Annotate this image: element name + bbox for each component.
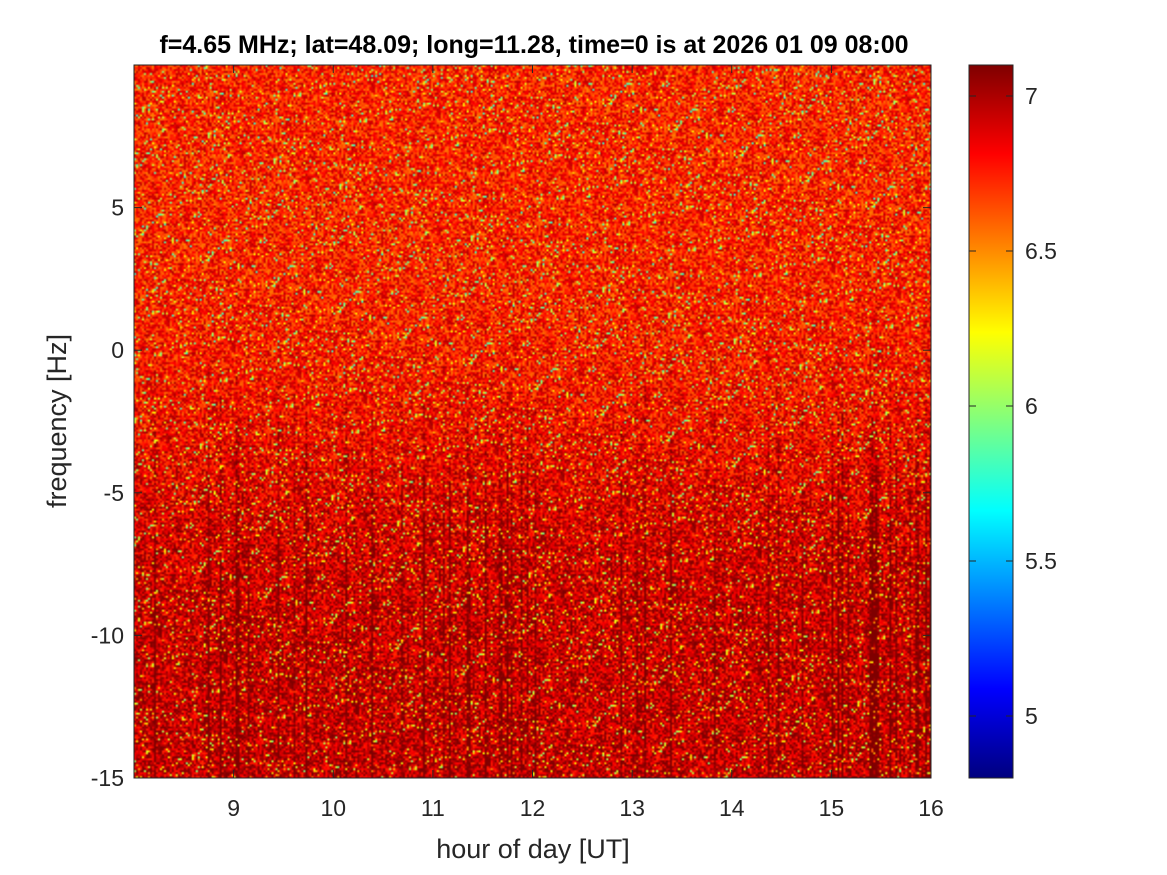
y-tick-label: -15	[91, 765, 124, 791]
x-tick-label: 15	[819, 795, 845, 821]
colorbar-tick-label: 6	[1025, 393, 1038, 419]
colorbar-frame	[968, 64, 1014, 779]
spectrogram-heatmap	[134, 65, 931, 778]
y-tick-label: 5	[111, 195, 124, 221]
plot-area	[133, 64, 932, 779]
colorbar-tick-label: 6.5	[1025, 238, 1057, 264]
y-tick-label: 0	[111, 337, 124, 363]
x-tick-label: 11	[421, 795, 445, 821]
x-tick-label: 12	[520, 795, 546, 821]
x-tick-label: 9	[227, 795, 240, 821]
x-tick-label: 13	[619, 795, 645, 821]
colorbar-tick-label: 5	[1025, 703, 1038, 729]
x-tick-label: 14	[719, 795, 745, 821]
y-tick-label: -10	[91, 622, 124, 648]
y-axis-label: frequency [Hz]	[42, 334, 72, 508]
x-axis-label: hour of day [UT]	[436, 834, 630, 864]
x-axis: 9 10 11 12 13 14 15 16	[227, 65, 944, 821]
colorbar-tick-label: 7	[1025, 83, 1038, 109]
chart-title: f=4.65 MHz; lat=48.09; long=11.28, time=…	[159, 31, 908, 59]
colorbar-tick-label: 5.5	[1025, 548, 1057, 574]
x-tick-label: 10	[320, 795, 346, 821]
colorbar-ticks: 5 5.5 6 6.5 7	[969, 83, 1057, 729]
colorbar: 5 5.5 6 6.5 7	[968, 64, 1057, 779]
x-tick-label: 16	[918, 795, 944, 821]
y-axis: -15 -10 -5 0 5	[91, 195, 931, 791]
y-tick-label: -5	[104, 480, 124, 506]
colorbar-gradient	[969, 65, 1013, 778]
